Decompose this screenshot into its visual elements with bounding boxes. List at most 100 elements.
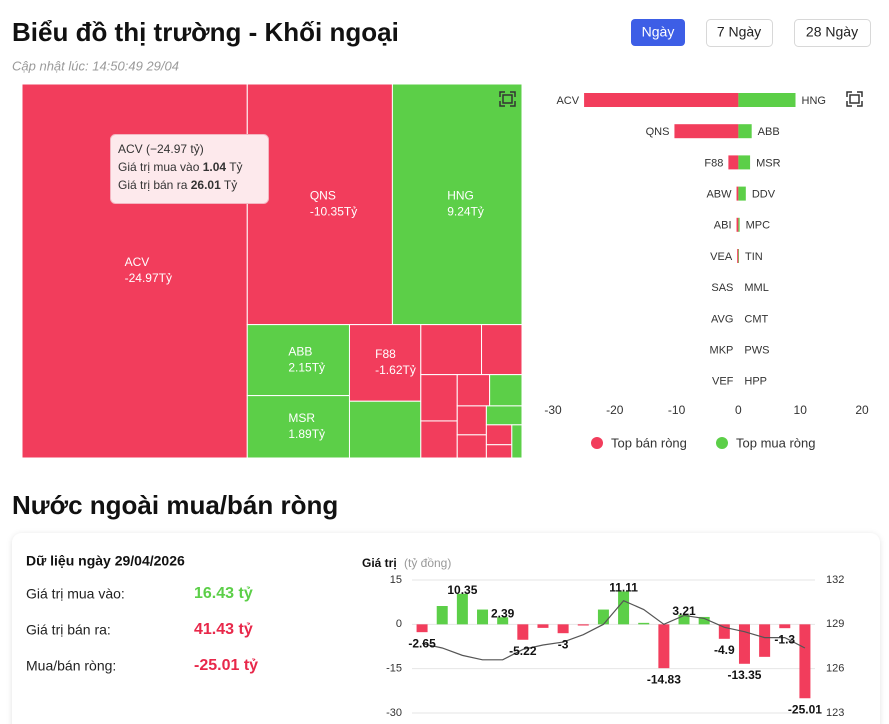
- bar: [537, 624, 549, 628]
- y-axis-unit: (tỷ đồng): [404, 556, 451, 570]
- bar: [658, 624, 670, 669]
- y2-tick-label: 132: [826, 574, 844, 586]
- bar-value-label: 3.21: [672, 604, 696, 618]
- tile: [485, 424, 513, 446]
- bar-label: MML: [744, 282, 768, 294]
- bar: [718, 624, 730, 639]
- tab-bg: [706, 19, 773, 47]
- bar-value-label: -2.65: [408, 636, 436, 650]
- page-title: Biểu đồ thị trường - Khối ngoại: [12, 17, 399, 47]
- tooltip: ACV (−24.97 tỷ) Giá trị mua vào 1.04 Tỷ …: [110, 134, 269, 204]
- tile-name: F88: [375, 347, 396, 361]
- bar-label: MPC: [746, 220, 771, 232]
- tab-bg: [631, 19, 685, 46]
- tile-value: -24.97Tỷ: [125, 271, 172, 285]
- bar: [618, 591, 630, 625]
- y-tick-label: -15: [386, 663, 402, 675]
- bar: [738, 217, 740, 232]
- tile: [246, 395, 350, 459]
- bar: [738, 249, 740, 263]
- bar-value-label: 11.11: [609, 581, 638, 595]
- summary-title: Dữ liệu ngày 29/04/2026: [26, 553, 185, 569]
- y-tick-label: 15: [390, 574, 402, 586]
- bar: [517, 624, 529, 640]
- legend-label: Top bán ròng: [611, 435, 687, 450]
- expand-icon[interactable]: [846, 91, 863, 107]
- tooltip-title: ACV (−24.97 tỷ): [118, 142, 204, 156]
- tab-label: 7 Ngày: [717, 24, 761, 40]
- tooltip-unit: Tỷ: [224, 178, 237, 192]
- summary-label: Giá trị mua vào:: [26, 586, 125, 602]
- summary-label: Giá trị bán ra:: [26, 622, 111, 638]
- bar: [477, 609, 489, 625]
- summary-value: 41.43 tỷ: [194, 621, 253, 638]
- tile: [348, 400, 422, 459]
- tooltip-box: [110, 134, 269, 204]
- icon: [499, 91, 516, 107]
- tab-label: 28 Ngày: [806, 24, 858, 40]
- tile: [246, 324, 350, 397]
- bar-label: ABB: [758, 126, 780, 138]
- bar: [738, 186, 746, 201]
- bar: [736, 186, 739, 201]
- tab-label: Ngày: [642, 24, 675, 40]
- bar-value-label: -1.3: [774, 632, 795, 646]
- tooltip-row: Giá trị bán ra 26.01 Tỷ: [118, 178, 237, 192]
- bar: [728, 155, 739, 170]
- bar: [674, 124, 739, 139]
- icon: [849, 94, 860, 104]
- tile: [456, 405, 487, 436]
- bar: [736, 217, 739, 232]
- x-tick-label: 10: [794, 403, 808, 417]
- bar-label: MSR: [756, 157, 781, 169]
- tile: [420, 324, 483, 376]
- tile-value: -1.62Tỷ: [375, 363, 416, 377]
- bar-value-label: -13.35: [727, 668, 761, 682]
- tooltip-label: Giá trị mua vào: [118, 160, 200, 174]
- tab-day[interactable]: Ngày: [631, 19, 685, 46]
- y2-tick-label: 126: [826, 663, 844, 675]
- bar-label: AVG: [711, 313, 733, 325]
- bar: [577, 624, 589, 626]
- tooltip-value: 1.04: [203, 160, 227, 174]
- summary-value: 16.43 tỷ: [194, 585, 253, 602]
- bar-label: ABI: [714, 220, 732, 232]
- tile-name: HNG: [447, 188, 474, 202]
- bar-value-label: -3: [558, 637, 569, 651]
- net-bar-chart: -30 -20 -10 0 10 20 ACV QNS F88 ABW ABI VEA SAS AVG MK…: [544, 93, 869, 450]
- tooltip-unit: Tỷ: [229, 160, 242, 174]
- bar: [584, 93, 739, 107]
- bar-label: HPP: [744, 376, 767, 388]
- y-tick-label: -30: [386, 707, 402, 719]
- tile-name: ACV: [125, 255, 150, 269]
- legend-swatch: [591, 437, 603, 449]
- bar: [698, 616, 710, 625]
- tile: [481, 324, 523, 376]
- net-flow-chart: Giá trị (tỷ đồng) 150-15-30132129126123-…: [362, 556, 844, 719]
- tile-value: 9.24Tỷ: [447, 204, 484, 218]
- tile: [511, 424, 523, 459]
- bar-value-label: 10.35: [447, 583, 477, 597]
- tile: [485, 405, 523, 426]
- tile-value: 2.15Tỷ: [288, 360, 325, 374]
- bar: [738, 93, 796, 107]
- tab-28d[interactable]: 28 Ngày: [794, 19, 871, 47]
- updated-time: Cập nhật lúc: 14:50:49 29/04: [12, 58, 179, 73]
- tile: [246, 83, 393, 326]
- x-tick-label: -20: [606, 403, 624, 417]
- legend-label: Top mua ròng: [736, 435, 816, 450]
- bar: [678, 614, 690, 625]
- summary-value: -25.01 tỷ: [194, 657, 258, 674]
- tile-name: QNS: [310, 188, 336, 202]
- bar-label: SAS: [711, 282, 733, 294]
- tile: [456, 434, 487, 459]
- x-tick-label: -10: [668, 403, 686, 417]
- tooltip-row: Giá trị mua vào 1.04 Tỷ: [118, 160, 243, 174]
- bar: [738, 124, 752, 139]
- tab-7d[interactable]: 7 Ngày: [706, 19, 773, 47]
- bar: [456, 593, 468, 625]
- expand-icon[interactable]: [499, 91, 516, 107]
